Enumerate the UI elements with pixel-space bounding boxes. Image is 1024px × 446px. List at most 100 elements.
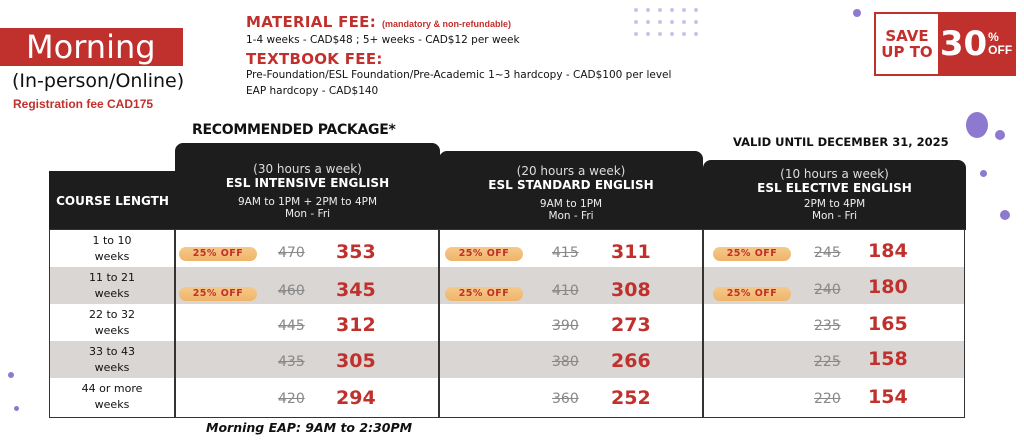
program-time: 9AM to 1PM + 2PM to 4PM <box>237 196 378 208</box>
original-price: 410 <box>552 283 579 299</box>
discount-badge: 25% OFF <box>179 287 257 301</box>
sale-price: 294 <box>336 387 376 409</box>
discount-badge: 25% OFF <box>713 287 791 301</box>
material-fee-line: 1-4 weeks - CAD$48 ; 5+ weeks - CAD$12 p… <box>246 34 520 46</box>
original-price: 380 <box>552 354 579 370</box>
sale-price: 180 <box>868 276 908 298</box>
material-fee-title: MATERIAL FEE: <box>246 13 377 31</box>
sale-price: 305 <box>336 350 376 372</box>
original-price: 225 <box>814 354 841 370</box>
program-days: Mon - Fri <box>548 210 594 222</box>
program-days: Mon - Fri <box>811 210 858 222</box>
valid-until: VALID UNTIL DECEMBER 31, 2025 <box>733 135 949 149</box>
textbook-fee-line-1: Pre-Foundation/ESL Foundation/Pre-Academ… <box>246 69 672 81</box>
discount-badge: 25% OFF <box>713 247 791 261</box>
program-name: ESL STANDARD ENGLISH <box>488 178 654 192</box>
splatter-icon <box>853 9 861 17</box>
program-hours: (30 hours a week) <box>253 162 362 176</box>
splatter-icon <box>995 130 1005 140</box>
save-line-2: UP TO <box>881 43 933 61</box>
program-header-intensive: (30 hours a week) ESL INTENSIVE ENGLISH … <box>175 143 440 230</box>
course-length-range: 33 to 43 <box>88 344 136 358</box>
course-length-unit: weeks <box>94 397 130 411</box>
textbook-fee-line-2: EAP hardcopy - CAD$140 <box>246 85 379 97</box>
sale-price: 252 <box>611 387 651 409</box>
original-price: 470 <box>278 245 305 261</box>
program-name: ESL ELECTIVE ENGLISH <box>757 181 912 195</box>
save-percent-box: 30 % OFF <box>938 14 1014 74</box>
splatter-icon <box>8 372 14 378</box>
course-length-unit: weeks <box>94 323 130 337</box>
sale-price: 312 <box>336 314 376 336</box>
splatter-icon <box>980 170 987 177</box>
material-fee-note: (mandatory & non-refundable) <box>382 19 512 29</box>
sale-price: 311 <box>611 241 651 263</box>
program-days: Mon - Fri <box>284 208 331 220</box>
save-text: SAVE UP TO <box>876 14 938 74</box>
program-time: 9AM to 1PM <box>539 198 603 210</box>
sale-price: 273 <box>611 314 651 336</box>
sale-price: 345 <box>336 279 376 301</box>
original-price: 240 <box>814 282 841 298</box>
program-header-standard: (20 hours a week) ESL STANDARD ENGLISH 9… <box>439 151 703 230</box>
original-price: 435 <box>278 354 305 370</box>
course-length-cell: 22 to 32 weeks <box>50 304 174 341</box>
price-table <box>49 229 965 418</box>
sale-price: 158 <box>868 348 908 370</box>
original-price: 360 <box>552 391 579 407</box>
delivery-mode: (In-person/Online) <box>12 70 185 92</box>
save-percent: 30 <box>939 24 988 64</box>
registration-fee: Registration fee CAD175 <box>13 97 154 111</box>
percent-sign: % <box>988 30 999 44</box>
program-name: ESL INTENSIVE ENGLISH <box>225 176 390 190</box>
sale-price: 184 <box>868 240 908 262</box>
save-badge: SAVE UP TO 30 % OFF <box>874 12 1016 76</box>
course-length-range: 44 or more <box>81 381 143 395</box>
original-price: 235 <box>814 318 841 334</box>
eap-schedule-note: Morning EAP: 9AM to 2:30PM <box>206 420 413 435</box>
save-off: % OFF <box>988 31 1012 57</box>
material-fee-heading: MATERIAL FEE: (mandatory & non-refundable… <box>246 13 511 32</box>
session-title: Morning <box>0 28 183 66</box>
course-length-unit: weeks <box>94 286 130 300</box>
original-price: 220 <box>814 391 841 407</box>
course-length-cell: 33 to 43 weeks <box>50 341 174 378</box>
program-hours: (20 hours a week) <box>516 164 626 178</box>
original-price: 245 <box>814 245 841 261</box>
sale-price: 308 <box>611 279 651 301</box>
original-price: 460 <box>278 283 305 299</box>
program-header-elective: (10 hours a week) ESL ELECTIVE ENGLISH 2… <box>703 160 966 230</box>
course-length-header: COURSE LENGTH <box>49 171 176 230</box>
textbook-fee-title: TEXTBOOK FEE: <box>246 50 383 68</box>
sale-price: 266 <box>611 350 651 372</box>
program-time: 2PM to 4PM <box>803 198 866 210</box>
course-length-unit: weeks <box>94 360 130 374</box>
recommended-package-label: RECOMMENDED PACKAGE* <box>192 122 396 138</box>
sale-price: 154 <box>868 386 908 408</box>
discount-badge: 25% OFF <box>445 287 523 301</box>
decorative-dots <box>634 8 698 36</box>
column-divider <box>702 229 704 418</box>
table-row <box>50 341 964 378</box>
splatter-icon <box>1000 210 1010 220</box>
save-line-1: SAVE <box>885 27 929 45</box>
column-divider <box>438 229 440 418</box>
discount-badge: 25% OFF <box>445 247 523 261</box>
original-price: 415 <box>552 245 579 261</box>
course-length-range: 1 to 10 <box>92 233 132 247</box>
column-divider <box>174 229 176 418</box>
program-hours: (10 hours a week) <box>780 167 889 181</box>
original-price: 420 <box>278 391 305 407</box>
course-length-unit: weeks <box>94 249 130 263</box>
sale-price: 165 <box>868 313 908 335</box>
splatter-icon <box>14 406 19 411</box>
splatter-icon <box>966 112 988 138</box>
original-price: 445 <box>278 318 305 334</box>
course-length-cell: 1 to 10 weeks <box>50 230 174 267</box>
discount-badge: 25% OFF <box>179 247 257 261</box>
course-length-cell: 11 to 21 weeks <box>50 267 174 304</box>
course-length-range: 22 to 32 <box>88 307 136 321</box>
course-length-cell: 44 or more weeks <box>50 378 174 415</box>
course-length-range: 11 to 21 <box>88 270 136 284</box>
off-label: OFF <box>988 43 1013 57</box>
